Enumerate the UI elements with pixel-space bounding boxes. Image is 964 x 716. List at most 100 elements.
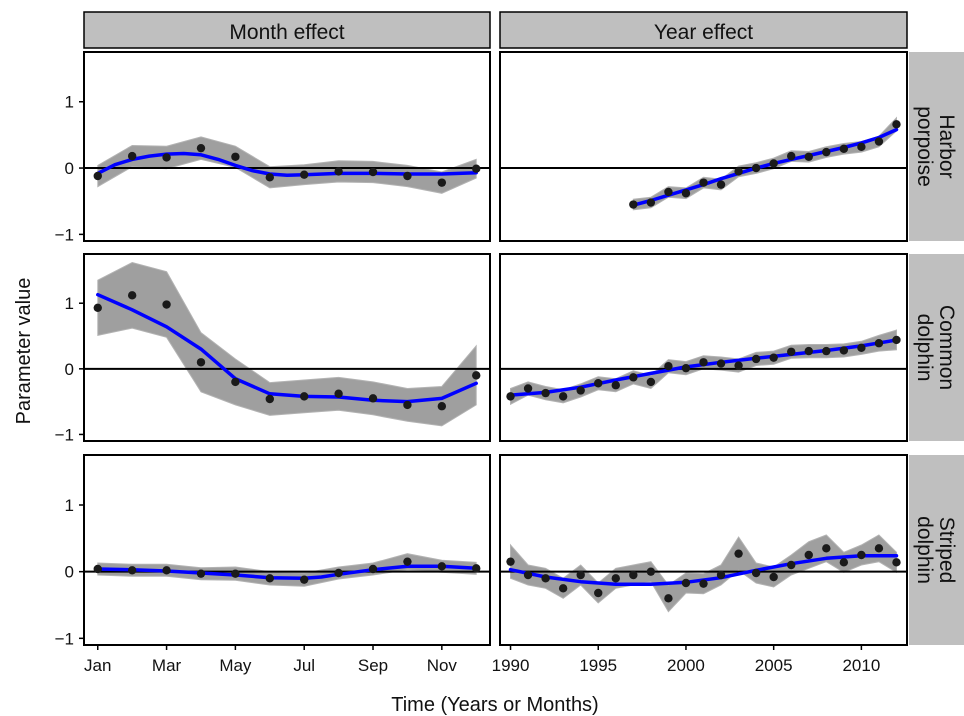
data-point xyxy=(839,144,849,154)
panel xyxy=(83,454,491,646)
data-point xyxy=(300,392,309,401)
data-point xyxy=(558,584,568,593)
data-point xyxy=(196,358,206,367)
data-point xyxy=(734,549,743,558)
data-point xyxy=(437,178,447,187)
data-point xyxy=(196,143,206,153)
data-point xyxy=(629,373,638,382)
data-point xyxy=(334,568,343,578)
data-point xyxy=(231,569,240,578)
data-point xyxy=(231,377,240,387)
panel-border xyxy=(499,51,908,242)
data-point xyxy=(699,579,708,588)
confidence-ribbon xyxy=(97,261,477,427)
data-point xyxy=(664,594,673,603)
data-point xyxy=(403,557,412,566)
panel-border xyxy=(83,51,491,242)
data-point xyxy=(265,574,274,583)
data-point xyxy=(874,339,884,348)
data-point xyxy=(892,120,901,129)
row-strip-label: dolphin xyxy=(913,314,936,382)
data-point xyxy=(265,394,274,404)
data-point xyxy=(839,346,849,355)
y-tick-label: 1 xyxy=(65,294,74,313)
panel-border xyxy=(499,253,908,442)
data-point xyxy=(857,550,866,560)
y-axis-label: Parameter value xyxy=(13,278,35,425)
x-axis-label: Time (Years or Months) xyxy=(391,694,598,716)
data-point xyxy=(523,570,533,580)
data-point xyxy=(822,544,831,553)
data-point xyxy=(892,335,901,345)
x-tick-label: Mar xyxy=(152,656,182,675)
data-point xyxy=(368,394,378,403)
data-point xyxy=(300,575,309,584)
data-point xyxy=(646,198,656,207)
y-tick-label: 1 xyxy=(65,496,74,515)
data-point xyxy=(734,361,743,370)
data-point xyxy=(839,558,849,567)
data-point xyxy=(629,200,638,209)
data-point xyxy=(681,189,691,198)
data-point xyxy=(368,167,378,177)
data-point xyxy=(769,159,778,168)
data-point xyxy=(523,384,533,393)
data-point xyxy=(334,167,343,176)
data-point xyxy=(127,566,137,575)
y-tick-label: −1 xyxy=(55,629,74,648)
column-strip-label: Year effect xyxy=(654,21,753,44)
confidence-ribbon xyxy=(97,553,477,587)
row-strip-label: porpoise xyxy=(913,106,936,187)
data-point xyxy=(716,180,726,189)
data-point xyxy=(403,171,412,181)
x-tick-label: Nov xyxy=(427,656,458,675)
row-strip-label: Common xyxy=(935,305,958,390)
data-point xyxy=(93,564,102,574)
data-point xyxy=(681,578,691,588)
row-strip xyxy=(909,254,964,441)
data-point xyxy=(751,354,761,364)
data-point xyxy=(162,566,171,575)
x-tick-label: May xyxy=(219,656,252,675)
data-point xyxy=(334,389,343,398)
x-tick-label: 2010 xyxy=(842,656,880,675)
data-point xyxy=(787,560,796,570)
panel-border xyxy=(83,253,491,442)
panel xyxy=(499,253,908,442)
confidence-ribbon xyxy=(97,136,477,194)
data-point xyxy=(437,562,447,571)
data-point xyxy=(127,151,137,161)
row-strip-label: Harbor xyxy=(935,114,958,178)
x-tick-label: Jul xyxy=(293,656,315,675)
panel-background xyxy=(500,455,907,645)
data-point xyxy=(231,152,240,161)
data-point xyxy=(576,386,585,395)
data-point xyxy=(472,164,481,173)
x-tick-label: Sep xyxy=(358,656,388,675)
panel-border xyxy=(499,454,908,646)
data-point xyxy=(506,392,515,401)
column-strip xyxy=(83,11,491,49)
data-point xyxy=(594,379,603,388)
data-point xyxy=(804,346,813,356)
data-point xyxy=(716,570,726,580)
data-point xyxy=(558,392,568,401)
data-point xyxy=(368,564,378,574)
x-tick-label: 2000 xyxy=(667,656,705,675)
data-point xyxy=(594,588,603,598)
data-point xyxy=(541,388,550,398)
data-point xyxy=(874,137,884,146)
data-point xyxy=(646,567,656,576)
data-point xyxy=(857,142,866,152)
data-point xyxy=(769,353,778,362)
data-point xyxy=(646,377,656,387)
data-point xyxy=(822,147,831,157)
panel xyxy=(83,51,491,242)
data-point xyxy=(664,187,673,197)
data-point xyxy=(822,346,831,356)
data-point xyxy=(162,153,171,162)
x-tick-label: 1995 xyxy=(579,656,617,675)
panel-background xyxy=(84,455,490,645)
data-point xyxy=(127,291,137,300)
